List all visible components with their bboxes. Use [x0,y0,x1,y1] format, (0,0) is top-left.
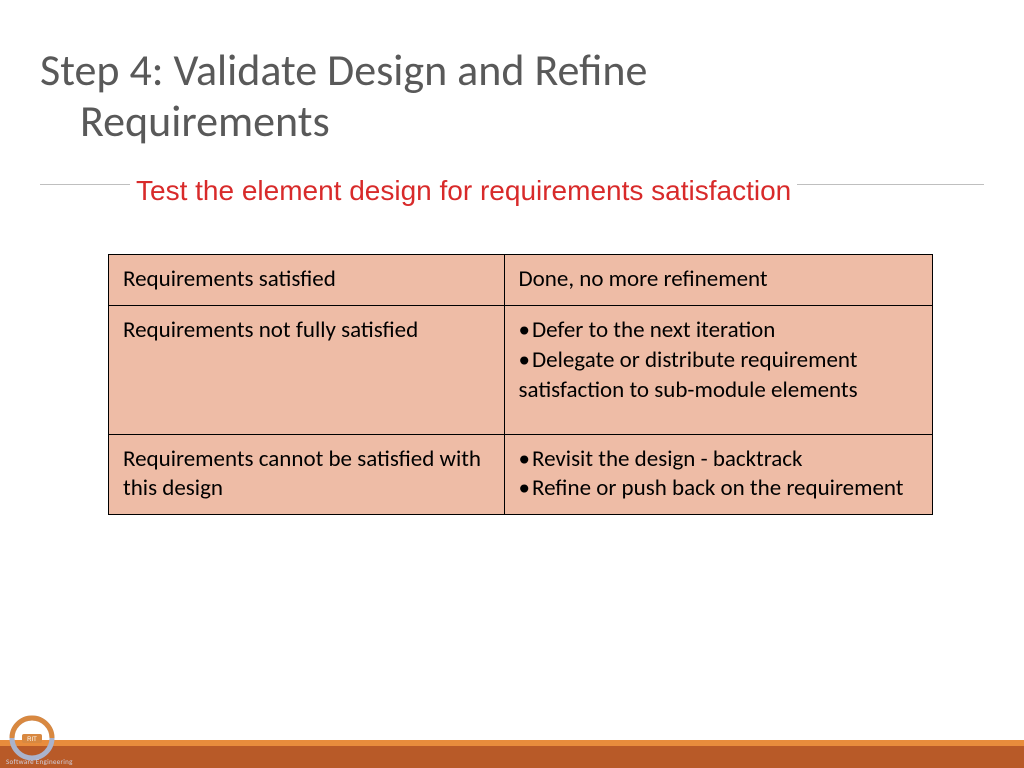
footer-band [0,740,1024,768]
table-cell-right: Done, no more refinement [504,255,932,306]
table-cell-left: Requirements not fully satisfied [109,305,505,434]
table-cell-left: Requirements cannot be satisfied with th… [109,434,505,515]
bullet-list: Defer to the next iterationDelegate or d… [519,316,918,406]
slide-title: Step 4: Validate Design and Refine Requi… [40,45,647,146]
bullet-item: Delegate or distribute requirement satis… [519,346,918,406]
requirements-table: Requirements satisfiedDone, no more refi… [108,254,933,515]
table-cell-right: Revisit the design - backtrackRefine or … [504,434,932,515]
bullet-item: Defer to the next iteration [519,316,918,346]
footer-stripe-bottom [0,746,1024,768]
bullet-item: Revisit the design - backtrack [519,445,918,475]
footer-logo: RIT [8,714,56,762]
requirements-table-wrap: Requirements satisfiedDone, no more refi… [108,254,933,515]
title-line1: Step 4: Validate Design and Refine [40,43,647,97]
table-row: Requirements cannot be satisfied with th… [109,434,933,515]
table-row: Requirements not fully satisfiedDefer to… [109,305,933,434]
bullet-item: Refine or push back on the requirement [519,474,918,504]
title-line2: Requirements [80,94,330,148]
table-row: Requirements satisfiedDone, no more refi… [109,255,933,306]
logo-badge-text: RIT [27,737,37,743]
table-cell-right: Defer to the next iterationDelegate or d… [504,305,932,434]
table-cell-left: Requirements satisfied [109,255,505,306]
slide-subtitle: Test the element design for requirements… [130,175,797,207]
bullet-list: Revisit the design - backtrackRefine or … [519,445,918,505]
logo-caption: Software Engineering [6,757,73,766]
